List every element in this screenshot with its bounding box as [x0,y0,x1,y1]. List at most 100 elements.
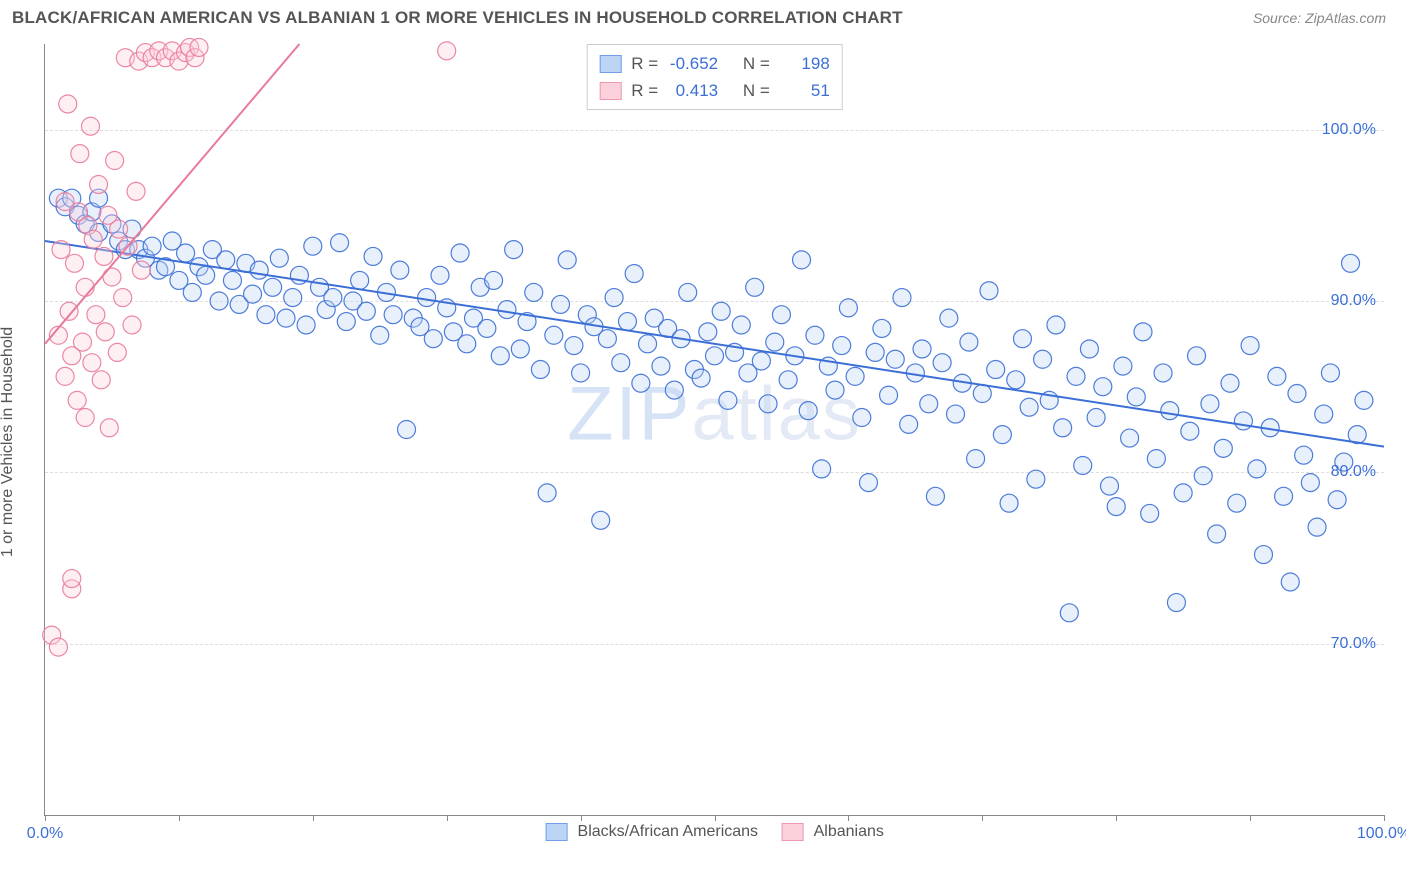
plot-region: ZIPatlas R = -0.652 N = 198 R = 0.413 N … [44,44,1384,816]
data-point [52,241,70,259]
data-point [933,354,951,372]
data-point [96,323,114,341]
data-point [980,282,998,300]
data-point [1154,364,1172,382]
x-tick-label: 0.0% [27,825,63,843]
data-point [76,278,94,296]
data-point [424,330,442,348]
data-point [1342,254,1360,272]
data-point [132,261,150,279]
data-point [552,295,570,313]
data-point [759,395,777,413]
data-point [357,302,375,320]
data-point [485,271,503,289]
data-point [605,289,623,307]
data-point [712,302,730,320]
data-point [632,374,650,392]
data-point [618,313,636,331]
trend-line [45,241,1384,447]
data-point [398,421,416,439]
data-point [793,251,811,269]
data-point [1027,470,1045,488]
data-point [384,306,402,324]
data-point [692,369,710,387]
data-point [95,247,113,265]
data-point [1141,504,1159,522]
data-point [1174,484,1192,502]
data-point [491,347,509,365]
chart-header: BLACK/AFRICAN AMERICAN VS ALBANIAN 1 OR … [0,0,1406,32]
n-value-pink: 51 [780,77,830,104]
data-point [106,152,124,170]
data-point [65,254,83,272]
data-point [1181,422,1199,440]
data-point [779,371,797,389]
legend-row-pink: R = 0.413 N = 51 [599,77,830,104]
chart-title: BLACK/AFRICAN AMERICAN VS ALBANIAN 1 OR … [12,8,903,28]
data-point [612,354,630,372]
data-point [451,244,469,262]
data-point [1295,446,1313,464]
chart-area: 1 or more Vehicles in Household ZIPatlas… [0,32,1406,852]
data-point [699,323,717,341]
data-point [1328,491,1346,509]
data-point [418,289,436,307]
data-point [1228,494,1246,512]
data-point [177,244,195,262]
data-point [210,292,228,310]
data-point [1234,412,1252,430]
data-point [846,367,864,385]
legend-swatch-pink [599,82,621,100]
data-point [766,333,784,351]
data-point [127,182,145,200]
data-point [110,220,128,238]
data-point [277,309,295,327]
data-point [545,326,563,344]
data-point [458,335,476,353]
data-point [59,95,77,113]
data-point [1034,350,1052,368]
data-point [324,289,342,307]
data-point [92,371,110,389]
data-point [264,278,282,296]
data-point [1188,347,1206,365]
data-point [732,316,750,334]
data-point [250,261,268,279]
data-point [87,306,105,324]
data-point [1355,391,1373,409]
data-point [993,426,1011,444]
data-point [90,175,108,193]
data-point [806,326,824,344]
data-point [257,306,275,324]
data-point [183,283,201,301]
data-point [920,395,938,413]
source-label: Source: ZipAtlas.com [1253,10,1386,26]
data-point [1315,405,1333,423]
data-point [331,234,349,252]
legend-swatch-blue-icon [545,823,567,841]
data-point [826,381,844,399]
data-point [1288,385,1306,403]
data-point [49,638,67,656]
data-point [217,251,235,269]
data-point [223,271,241,289]
data-point [1208,525,1226,543]
data-point [592,511,610,529]
data-point [1054,419,1072,437]
data-point [1248,460,1266,478]
data-point [1147,450,1165,468]
data-point [525,283,543,301]
data-point [880,386,898,404]
data-point [1121,429,1139,447]
data-point [1047,316,1065,334]
n-value-blue: 198 [780,50,830,77]
data-point [1134,323,1152,341]
data-point [813,460,831,478]
data-point [772,306,790,324]
data-point [565,337,583,355]
data-point [1094,378,1112,396]
data-point [1067,367,1085,385]
data-point [967,450,985,468]
data-point [1114,357,1132,375]
data-point [1013,330,1031,348]
